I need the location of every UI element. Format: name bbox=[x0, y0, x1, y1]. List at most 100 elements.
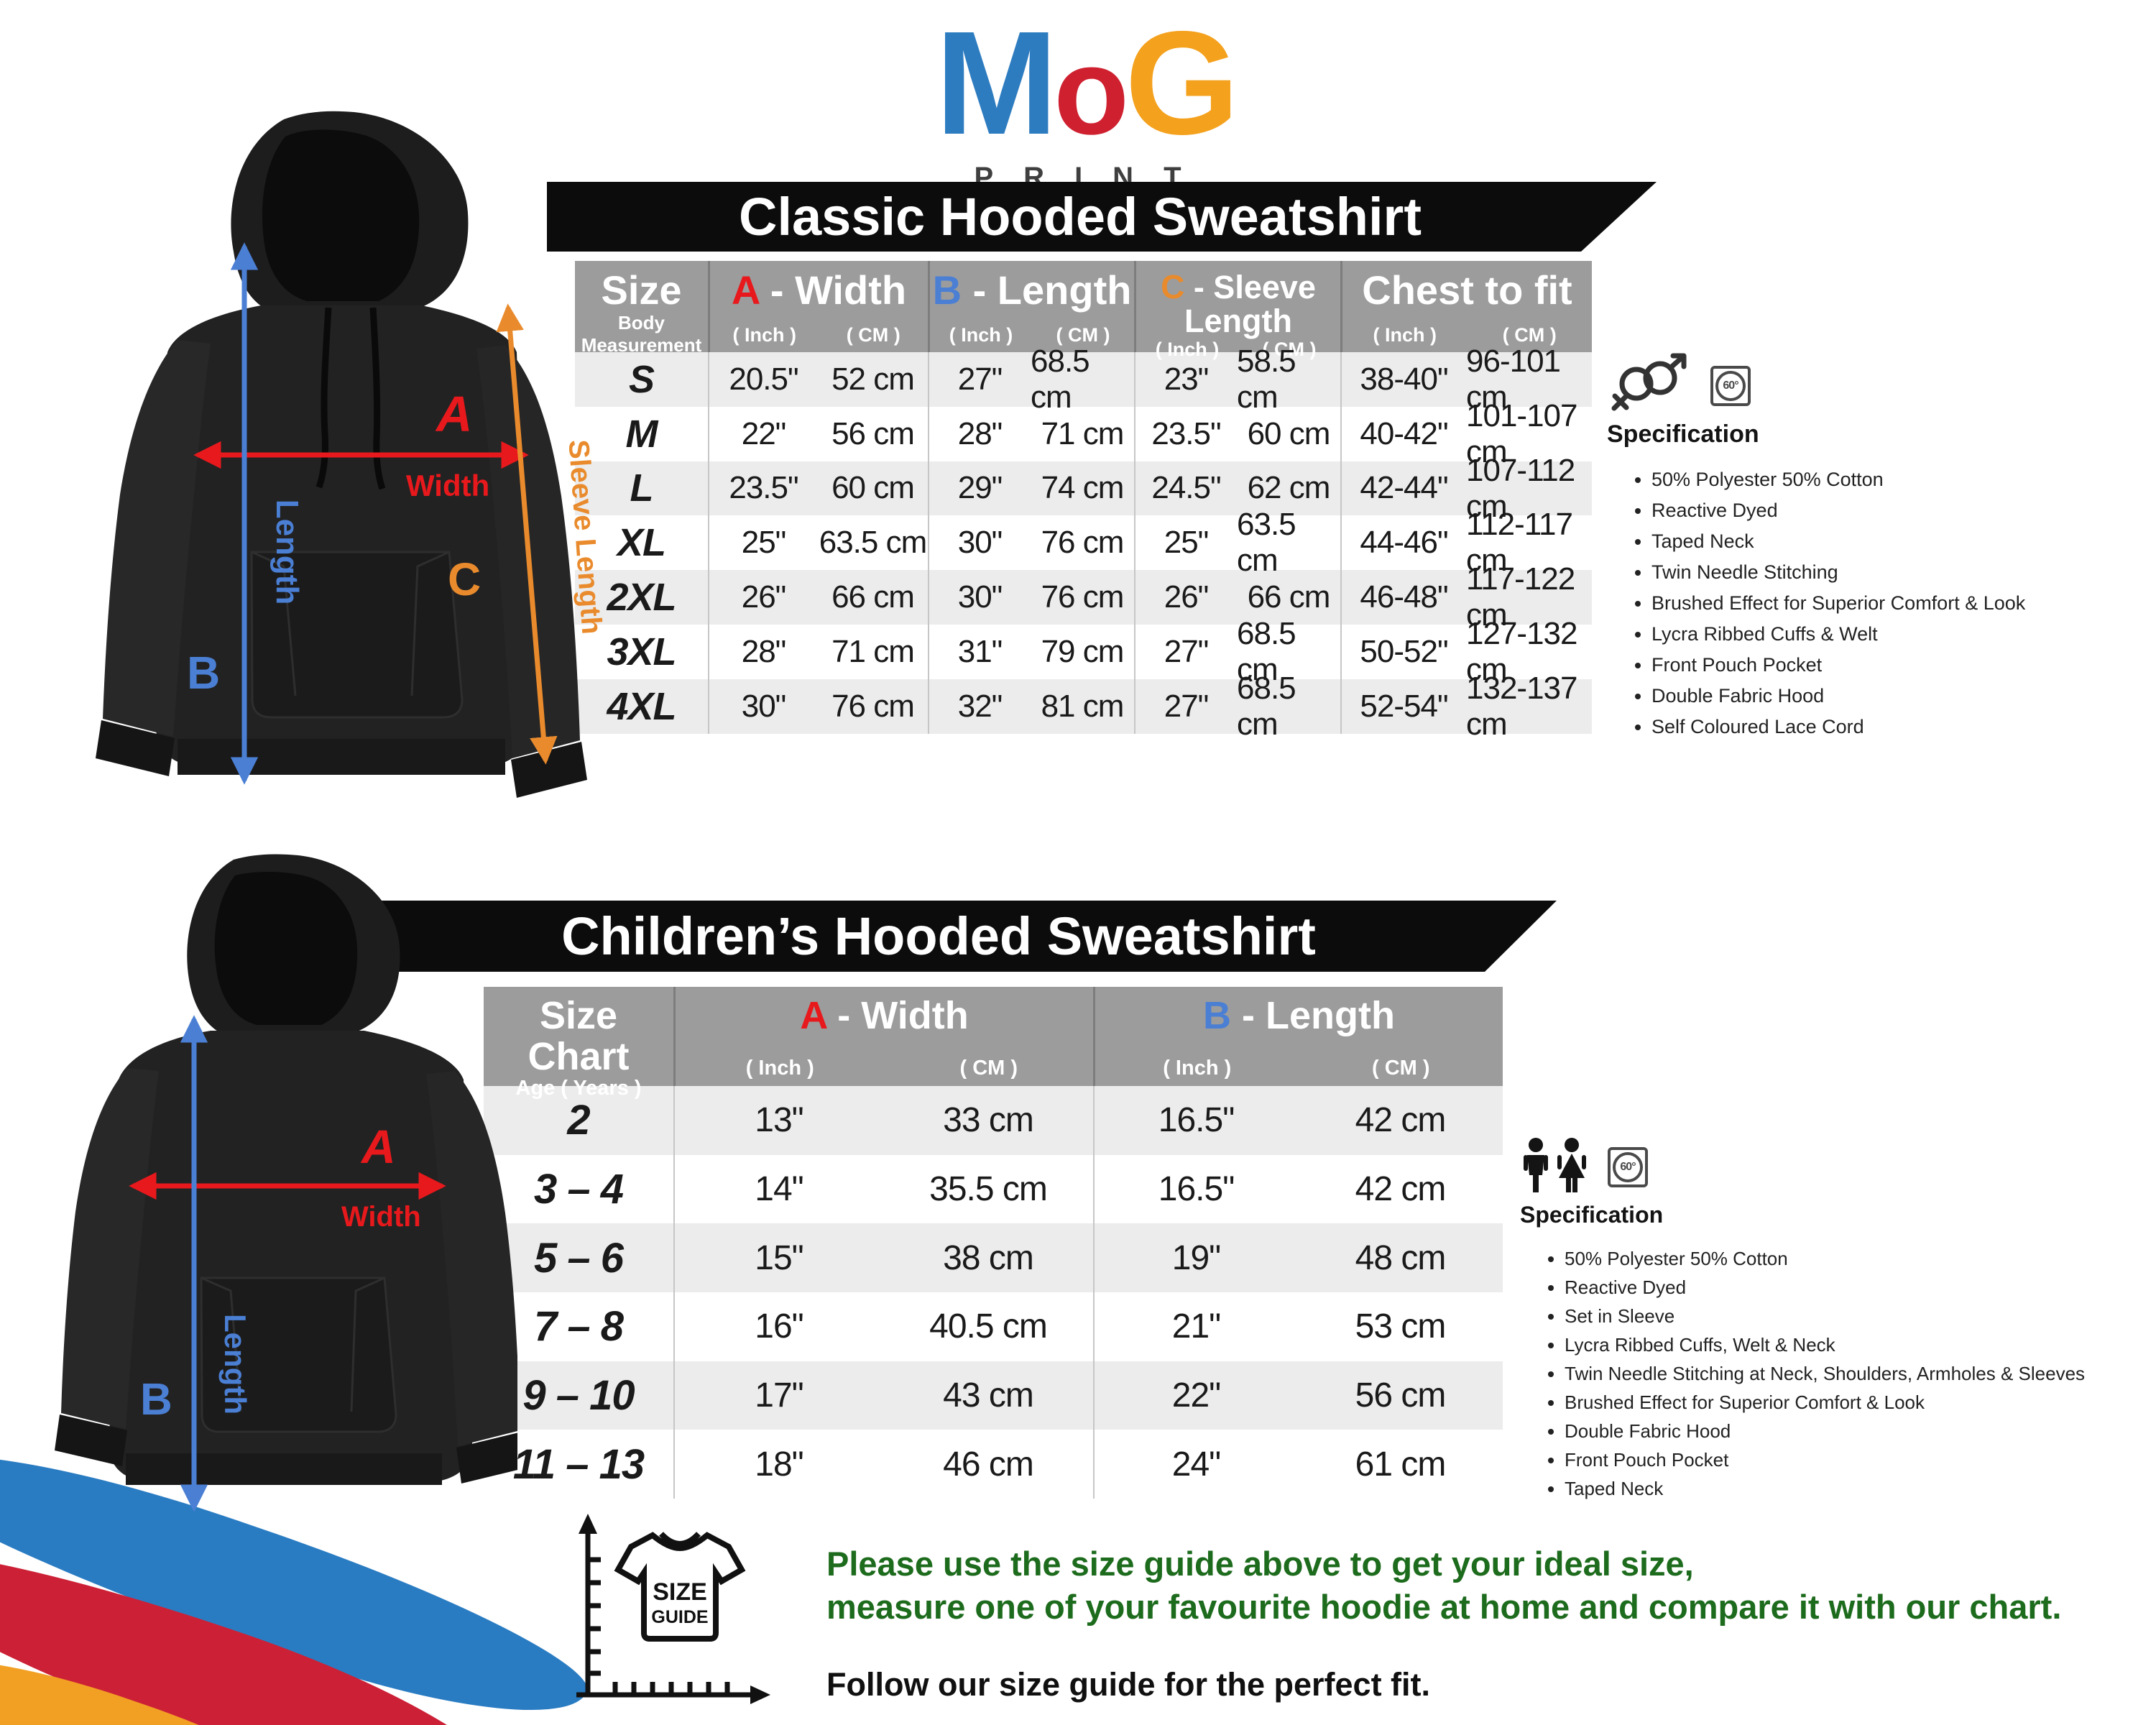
hoodie-drawing bbox=[55, 854, 517, 1485]
chest-inch-cell: 52-54" bbox=[1340, 678, 1466, 734]
label-length: - Length bbox=[972, 267, 1132, 313]
width-cm-cell: 40.5 cm bbox=[929, 1307, 1048, 1346]
length-word-label: Length bbox=[218, 1314, 252, 1414]
length-inch-cell: 32" bbox=[928, 678, 1031, 734]
sleeve-arrow bbox=[496, 303, 558, 765]
length-inch-cell: 22" bbox=[1093, 1361, 1298, 1430]
width-cm-cell: 71 cm bbox=[831, 633, 915, 669]
header-size-column: Size Chart Age ( Years ) bbox=[484, 987, 673, 1100]
letter-b: B bbox=[932, 267, 962, 313]
letter-a: A bbox=[731, 267, 760, 313]
width-cm-cell: 46 cm bbox=[943, 1445, 1034, 1484]
spec-item: Brushed Effect for Superior Comfort & Lo… bbox=[1565, 1388, 2152, 1417]
size-cell: M bbox=[625, 412, 658, 456]
length-cm-cell: 53 cm bbox=[1355, 1307, 1447, 1346]
chest-cm-cell: 107-112 cm bbox=[1466, 452, 1575, 524]
width-inch-cell: 25" bbox=[708, 515, 818, 571]
width-cm-cell: 76 cm bbox=[831, 688, 915, 724]
length-cm-cell: 71 cm bbox=[1041, 415, 1125, 451]
spec-item: 50% Polyester 50% Cotton bbox=[1565, 1244, 2152, 1273]
header-size-sublabel: Age ( Years ) bbox=[515, 1077, 642, 1100]
logo-letter-o: o bbox=[1054, 22, 1129, 160]
spec-item: Front Pouch Pocket bbox=[1565, 1445, 2152, 1474]
header-sleeve-label: C - Sleeve Length bbox=[1136, 270, 1340, 339]
classic-size-table: Size Body Measurement A - Width ( Inch )… bbox=[575, 261, 1592, 742]
width-inch-cell: 14" bbox=[673, 1154, 883, 1224]
header-length-units: ( Inch ) ( CM ) bbox=[1095, 1057, 1503, 1080]
spec-item: Lycra Ribbed Cuffs, Welt & Neck bbox=[1565, 1330, 2152, 1359]
table-row: S 20.5" 52 cm 27" 68.5 cm 23" 58.5 cm 38-40" 96-… bbox=[575, 343, 1592, 415]
unit-inch: ( Inch ) bbox=[732, 324, 797, 346]
unit-inch: ( Inch ) bbox=[1155, 338, 1220, 360]
unit-cm: ( CM ) bbox=[1371, 1057, 1430, 1080]
letter-c: C bbox=[1161, 268, 1185, 305]
header-chest-label: Chest to fit bbox=[1362, 267, 1572, 313]
width-cm-cell: 38 cm bbox=[943, 1238, 1034, 1277]
size-cell: L bbox=[630, 466, 654, 510]
sleeve-cm-cell: 68.5 cm bbox=[1237, 670, 1296, 742]
spec-item: Twin Needle Stitching at Neck, Shoulders… bbox=[1565, 1359, 2152, 1388]
chest-inch-cell: 46-48" bbox=[1340, 570, 1466, 625]
chest-cm-cell: 132-137 cm bbox=[1466, 670, 1577, 742]
spec-item: Brushed Effect for Superior Comfort & Lo… bbox=[1651, 588, 2142, 619]
sleeve-cm-cell: 62 cm bbox=[1247, 470, 1331, 506]
length-inch-cell: 29" bbox=[928, 461, 1031, 516]
width-cm-cell: 52 cm bbox=[831, 361, 915, 397]
footer-green-line-1: Please use the size guide above to get y… bbox=[826, 1545, 1694, 1583]
size-guide-text-1: SIZE bbox=[653, 1578, 707, 1606]
length-inch-cell: 16.5" bbox=[1093, 1086, 1298, 1155]
chest-inch-cell: 50-52" bbox=[1340, 624, 1466, 679]
length-cm-cell: 76 cm bbox=[1041, 579, 1125, 615]
sleeve-cm-cell: 58.5 cm bbox=[1237, 343, 1296, 415]
table-row: 11 – 13 18" 46 cm 24" 61 cm bbox=[484, 1430, 1503, 1499]
table-row: XL 25" 63.5 cm 30" 76 cm 25" 63.5 cm 44-46" 112-… bbox=[575, 507, 1592, 578]
width-inch-cell: 18" bbox=[673, 1430, 883, 1499]
age-cell: 2 bbox=[567, 1097, 590, 1144]
size-cell: S bbox=[628, 357, 655, 401]
header-size-label: Size Chart bbox=[528, 994, 630, 1078]
length-word-label: Length bbox=[270, 500, 305, 605]
wash-temp-label: 60° bbox=[1715, 371, 1746, 401]
size-guide-icon: SIZE GUIDE bbox=[576, 1514, 770, 1704]
age-cell: 9 – 10 bbox=[522, 1372, 635, 1420]
size-guide-text-2: GUIDE bbox=[651, 1607, 708, 1627]
adult-hoodie-image: A Width B Length C Sleeve Length bbox=[96, 111, 607, 798]
table-row: 2XL 26" 66 cm 30" 76 cm 26" 66 cm 46-48" 117-122… bbox=[575, 561, 1592, 633]
length-inch-cell: 28" bbox=[928, 406, 1031, 461]
table-row: 9 – 10 17" 43 cm 22" 56 cm bbox=[484, 1361, 1503, 1430]
width-inch-cell: 15" bbox=[673, 1223, 883, 1293]
logo-letter-g: G bbox=[1125, 1, 1239, 165]
header-size-column: Size Body Measurement bbox=[575, 261, 708, 356]
table-row: 5 – 6 15" 38 cm 19" 48 cm bbox=[484, 1223, 1503, 1293]
children-size-table: Size Chart Age ( Years ) A - Width ( Inc… bbox=[484, 987, 1503, 1499]
length-inch-cell: 19" bbox=[1093, 1223, 1298, 1293]
length-cm-cell: 68.5 cm bbox=[1031, 343, 1090, 415]
size-cell: XL bbox=[617, 521, 666, 565]
classic-spec-icons: 60° bbox=[1607, 353, 2142, 411]
width-word-label: Width bbox=[341, 1201, 421, 1233]
length-cm-cell: 81 cm bbox=[1041, 688, 1125, 724]
classic-banner: Classic Hooded Sweatshirt bbox=[547, 182, 1657, 252]
children-table-header: Size Chart Age ( Years ) A - Width ( Inc… bbox=[484, 987, 1503, 1100]
table-row: M 22" 56 cm 28" 71 cm 23.5" 60 cm 40-42" 101-107… bbox=[575, 398, 1592, 469]
classic-table-body: S 20.5" 52 cm 27" 68.5 cm 23" 58.5 cm 38-40" 96-… bbox=[575, 343, 1592, 742]
chest-inch-cell: 40-42" bbox=[1340, 406, 1466, 461]
label-width: - Width bbox=[837, 994, 969, 1037]
age-cell: 11 – 13 bbox=[512, 1440, 645, 1488]
sleeve-inch-cell: 26" bbox=[1134, 570, 1237, 625]
width-cm-cell: 63.5 cm bbox=[819, 525, 928, 561]
width-letter-label: A bbox=[360, 1120, 396, 1173]
age-cell: 5 – 6 bbox=[534, 1234, 624, 1282]
sleeve-inch-cell: 25" bbox=[1134, 515, 1237, 571]
length-inch-cell: 31" bbox=[928, 624, 1031, 679]
spec-item: 50% Polyester 50% Cotton bbox=[1651, 464, 2142, 495]
child-hoodie-image: A Width B Length bbox=[55, 854, 517, 1512]
wash-temp-label: 60° bbox=[1613, 1152, 1643, 1182]
width-cm-cell: 56 cm bbox=[831, 415, 915, 451]
chest-cm-cell: 117-122 cm bbox=[1466, 561, 1575, 633]
age-cell: 7 – 8 bbox=[534, 1303, 624, 1351]
length-cm-cell: 42 cm bbox=[1355, 1170, 1447, 1209]
spec-title: Specification bbox=[1607, 420, 1759, 448]
header-length-column: B - Length ( Inch ) ( CM ) bbox=[928, 261, 1134, 352]
